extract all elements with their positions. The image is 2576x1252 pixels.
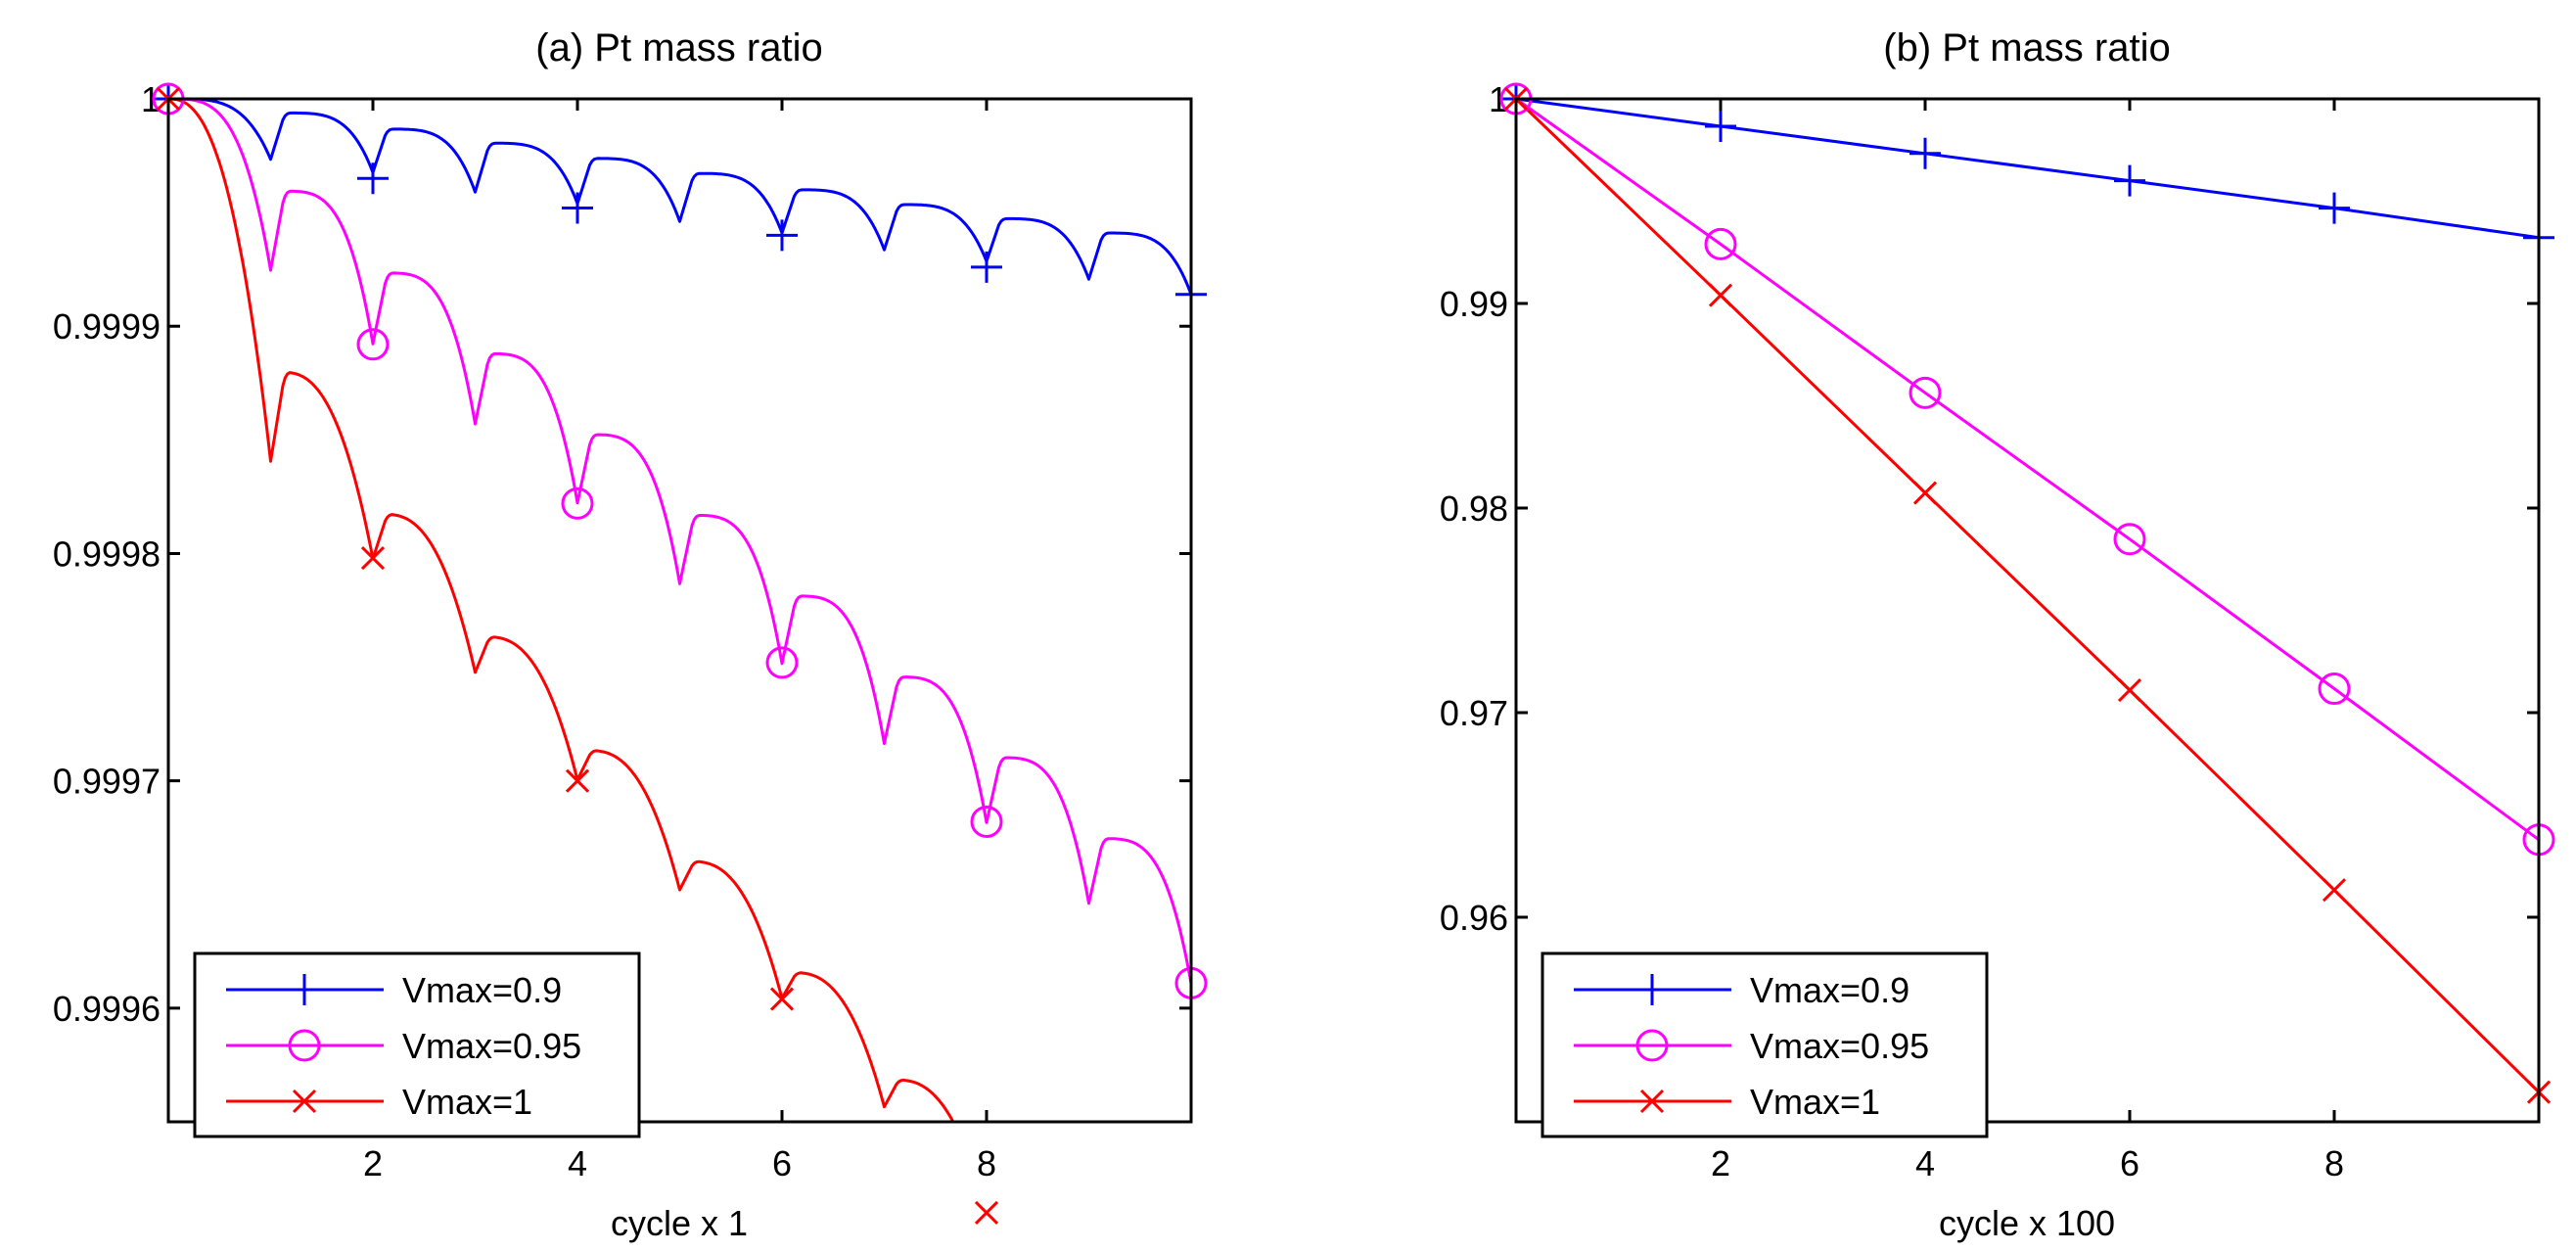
panel-b-chart: (b) Pt mass ratio cycle x 100 2 4 6 8 0.96 0.… bbox=[1440, 26, 2555, 1243]
data-point-marker bbox=[2117, 677, 2142, 703]
x-tick-label: 2 bbox=[363, 1143, 383, 1183]
data-point-marker bbox=[357, 162, 389, 195]
data-point-marker bbox=[1708, 283, 1733, 307]
series-line-vmax-0-95 bbox=[1515, 97, 2540, 842]
series-line-vmax-0-9 bbox=[1515, 97, 2540, 240]
data-point-marker bbox=[2114, 164, 2145, 197]
series-line-vmax-1 bbox=[1514, 97, 2541, 1093]
data-point-marker bbox=[565, 768, 590, 793]
data-point-marker bbox=[2318, 672, 2351, 706]
series-line-vmax-0-9 bbox=[168, 97, 1193, 296]
y-tick-label: 0.9998 bbox=[53, 533, 161, 574]
data-point-marker bbox=[1705, 111, 1736, 143]
data-point-marker bbox=[561, 487, 594, 520]
y-tick-label: 0.99 bbox=[1440, 284, 1508, 324]
data-point-marker bbox=[971, 251, 1002, 283]
chart-title: (a) Pt mass ratio bbox=[535, 26, 822, 70]
y-tick-label: 0.98 bbox=[1440, 488, 1508, 529]
x-tick-label: 4 bbox=[568, 1143, 587, 1183]
legend-label: Vmax=0.9 bbox=[1750, 970, 1909, 1010]
data-point-marker bbox=[2319, 192, 2350, 224]
chart-title: (b) Pt mass ratio bbox=[1883, 26, 2170, 70]
data-point-marker bbox=[766, 219, 798, 252]
x-axis-label: cycle x 1 bbox=[611, 1203, 748, 1243]
legend-marker-icon bbox=[1639, 1089, 1665, 1114]
panel-a-chart: (a) Pt mass ratio cycle x 1 2 4 6 8 0.9996 0.… bbox=[53, 26, 1208, 1243]
y-tick-label: 0.97 bbox=[1440, 693, 1508, 733]
plot-area bbox=[1514, 97, 2541, 1093]
legend-label: Vmax=1 bbox=[1750, 1082, 1880, 1122]
data-point-marker bbox=[562, 192, 593, 224]
data-point-marker bbox=[356, 328, 390, 361]
legend: Vmax=0.9 Vmax=0.95 Vmax=1 bbox=[193, 951, 641, 1138]
x-tick-label: 8 bbox=[977, 1143, 996, 1183]
series-line-vmax-1 bbox=[168, 97, 955, 1123]
legend-marker-icon bbox=[289, 974, 320, 1005]
x-axis-label: cycle x 100 bbox=[1939, 1203, 2115, 1243]
legend-marker-icon bbox=[288, 1029, 321, 1062]
data-point-marker bbox=[974, 1200, 999, 1225]
legend-marker-icon bbox=[292, 1089, 317, 1114]
data-point-marker bbox=[360, 546, 386, 571]
x-tick-label: 2 bbox=[1711, 1143, 1730, 1183]
legend-marker-icon bbox=[1635, 1029, 1669, 1062]
data-point-marker bbox=[2113, 523, 2146, 556]
data-point-marker bbox=[1909, 376, 1942, 409]
series-line-vmax-0-95 bbox=[168, 97, 1193, 984]
y-tick-label: 0.9997 bbox=[53, 762, 161, 802]
legend: Vmax=0.9 Vmax=0.95 Vmax=1 bbox=[1541, 951, 1989, 1138]
data-point-marker bbox=[2322, 878, 2347, 903]
axes-frame bbox=[1514, 97, 2541, 1124]
data-point-marker bbox=[1704, 227, 1737, 260]
y-tick-label: 0.9999 bbox=[53, 306, 161, 347]
y-tick-label: 0.96 bbox=[1440, 898, 1508, 938]
axes-frame bbox=[166, 97, 1193, 1124]
legend-label: Vmax=0.95 bbox=[1750, 1026, 1929, 1066]
data-point-marker bbox=[769, 987, 795, 1011]
data-point-marker bbox=[1909, 137, 1941, 169]
y-tick-label: 0.9996 bbox=[53, 989, 161, 1029]
legend-label: Vmax=0.9 bbox=[402, 970, 562, 1010]
x-tick-label: 6 bbox=[772, 1143, 792, 1183]
x-tick-label: 8 bbox=[2324, 1143, 2344, 1183]
x-tick-label: 6 bbox=[2120, 1143, 2139, 1183]
x-tick-label: 4 bbox=[1915, 1143, 1935, 1183]
legend-label: Vmax=1 bbox=[402, 1082, 532, 1122]
legend-marker-icon bbox=[1636, 974, 1668, 1005]
data-point-marker bbox=[765, 646, 799, 679]
plot-area bbox=[168, 97, 1193, 1123]
data-point-marker bbox=[970, 805, 1003, 838]
legend-label: Vmax=0.95 bbox=[402, 1026, 581, 1066]
data-point-marker bbox=[1912, 481, 1938, 505]
